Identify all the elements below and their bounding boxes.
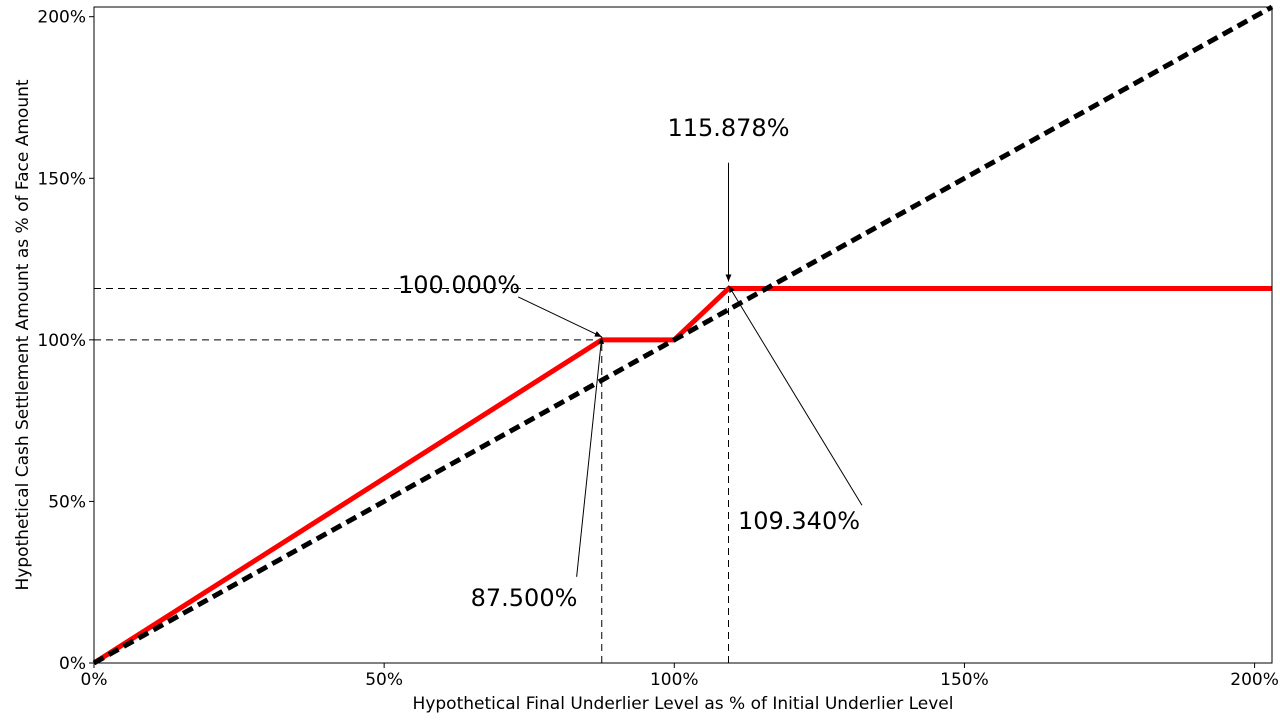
annotation-label-2: 87.500% [471, 584, 578, 612]
annotation-arrow-2 [576, 336, 605, 577]
payoff-series [92, 286, 1272, 666]
y-tick-label: 0% [59, 654, 86, 674]
annotation-arrow-3 [728, 285, 863, 506]
reference-diagonal-series [92, 4, 1274, 666]
annotation-label-3: 109.340% [738, 507, 860, 535]
y-axis-label: Hypothetical Cash Settlement Amount as %… [13, 79, 33, 590]
x-tick-label: 100% [650, 670, 699, 690]
x-tick-label: 200% [1230, 670, 1279, 690]
annotation-arrow-0 [517, 296, 602, 338]
y-tick-label: 150% [37, 169, 86, 189]
annotation-label-1: 115.878% [667, 114, 789, 142]
plot-frame [93, 6, 1273, 664]
annotation-label-0: 100.000% [398, 271, 520, 299]
y-tick-label: 50% [48, 492, 86, 512]
x-tick-label: 150% [940, 670, 989, 690]
y-tick-label: 100% [37, 331, 86, 351]
x-tick-label: 50% [365, 670, 403, 690]
x-tick-label: 0% [81, 670, 108, 690]
x-axis-label: Hypothetical Final Underlier Level as % … [413, 694, 954, 714]
y-tick-label: 200% [37, 8, 86, 28]
